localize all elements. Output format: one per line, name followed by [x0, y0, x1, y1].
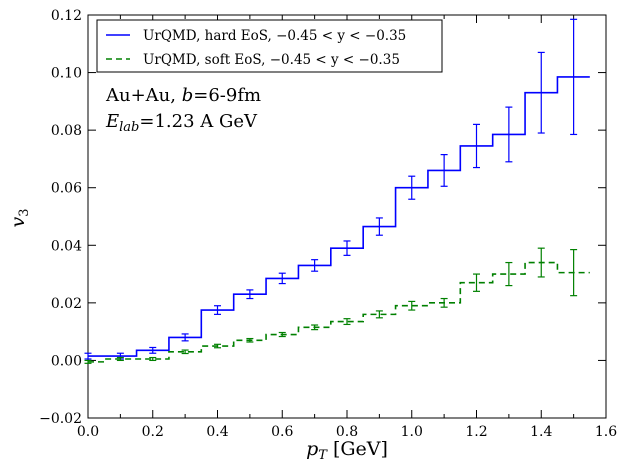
y-tick-label: 0.02	[51, 296, 82, 312]
x-tick-label: 1.2	[465, 424, 487, 440]
series-1	[85, 248, 590, 363]
y-tick-label: 0.08	[51, 123, 82, 139]
legend: UrQMD, hard EoS, −0.45 < y < −0.35 UrQMD…	[97, 20, 442, 72]
y-tick-label: −0.02	[39, 411, 82, 427]
x-tick-label: 0.6	[271, 424, 293, 440]
x-tick-label: 0.2	[142, 424, 164, 440]
y-tick-label: 0.04	[51, 238, 82, 254]
y-tick-labels: −0.02 0.00 0.02 0.04 0.06 0.08 0.10 0.12	[39, 8, 82, 427]
legend-label-hard: UrQMD, hard EoS, −0.45 < y < −0.35	[143, 28, 406, 44]
series-line	[88, 263, 590, 362]
plot-frame	[88, 15, 606, 418]
annotation-system: Au+Au, b=6-9fm	[105, 85, 261, 106]
x-tick-label: 0.4	[206, 424, 228, 440]
legend-label-soft: UrQMD, soft EoS, −0.45 < y < −0.35	[143, 52, 400, 68]
axis-ticks	[88, 15, 606, 418]
x-tick-label: 1.6	[595, 424, 617, 440]
y-tick-label: 0.10	[51, 66, 82, 82]
x-axis-label: pT [GeV]	[306, 438, 388, 463]
x-tick-label: 1.4	[530, 424, 552, 440]
annotation-energy: Elab=1.23 A GeV	[105, 111, 258, 135]
y-tick-label: 0.00	[51, 353, 82, 369]
y-tick-label: 0.12	[51, 8, 82, 24]
x-tick-label: 1.0	[401, 424, 423, 440]
y-axis-label: v3	[7, 208, 32, 227]
y-tick-label: 0.06	[51, 181, 82, 197]
